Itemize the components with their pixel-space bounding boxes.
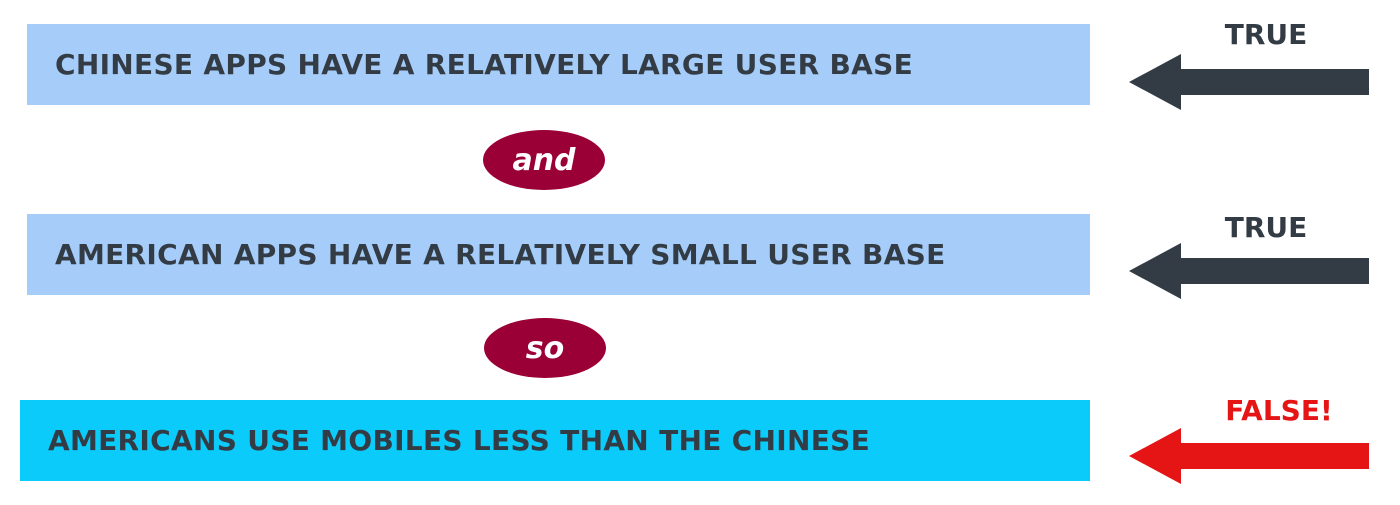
left-arrow-icon (1129, 54, 1369, 110)
connector-and: and (483, 130, 605, 190)
connector-and-label: and (512, 142, 576, 178)
connector-so: so (484, 318, 606, 378)
verdict-1-label: TRUE (1224, 18, 1308, 51)
verdict-3-label: FALSE! (1225, 394, 1333, 427)
premise-1-text: CHINESE APPS HAVE A RELATIVELY LARGE USE… (55, 48, 914, 81)
premise-1-box: CHINESE APPS HAVE A RELATIVELY LARGE USE… (27, 24, 1090, 105)
verdict-2-label: TRUE (1224, 211, 1308, 244)
left-arrow-icon (1129, 243, 1369, 299)
conclusion-text: AMERICANS USE MOBILES LESS THAN THE CHIN… (48, 424, 871, 457)
premise-2-text: AMERICAN APPS HAVE A RELATIVELY SMALL US… (55, 238, 946, 271)
premise-2-box: AMERICAN APPS HAVE A RELATIVELY SMALL US… (27, 214, 1090, 295)
left-arrow-icon (1129, 428, 1369, 484)
connector-so-label: so (525, 330, 565, 366)
conclusion-box: AMERICANS USE MOBILES LESS THAN THE CHIN… (20, 400, 1090, 481)
